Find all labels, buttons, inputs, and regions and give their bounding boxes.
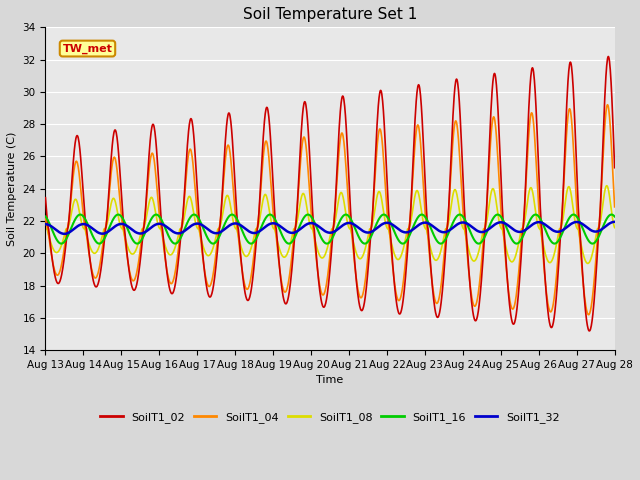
SoilT1_08 (603, 183, 611, 189)
SoilT1_02 (279, 291, 287, 297)
SoilT1_32 (42, 221, 49, 227)
SoilT1_04 (585, 312, 593, 318)
SoilT1_16 (266, 212, 273, 217)
Line: SoilT1_32: SoilT1_32 (45, 222, 614, 234)
SoilT1_08 (417, 207, 425, 213)
SoilT1_16 (168, 239, 176, 244)
SoilT1_32 (279, 226, 287, 231)
SoilT1_08 (265, 204, 273, 210)
SoilT1_32 (418, 220, 426, 226)
SoilT1_08 (167, 252, 175, 258)
SoilT1_04 (42, 215, 49, 220)
SoilT1_16 (42, 214, 49, 219)
SoilT1_04 (560, 177, 568, 183)
SoilT1_16 (280, 235, 287, 241)
SoilT1_16 (561, 224, 569, 230)
SoilT1_32 (561, 226, 568, 232)
SoilT1_32 (511, 228, 519, 234)
Line: SoilT1_04: SoilT1_04 (45, 105, 614, 315)
SoilT1_16 (419, 212, 426, 217)
SoilT1_02 (611, 165, 618, 170)
SoilT1_02 (511, 318, 519, 324)
Y-axis label: Soil Temperature (C): Soil Temperature (C) (7, 132, 17, 246)
Text: TW_met: TW_met (63, 43, 113, 54)
SoilT1_32 (611, 219, 618, 225)
SoilT1_02 (42, 195, 49, 201)
SoilT1_04 (611, 204, 618, 210)
Title: Soil Temperature Set 1: Soil Temperature Set 1 (243, 7, 417, 22)
Line: SoilT1_16: SoilT1_16 (45, 215, 614, 244)
Line: SoilT1_08: SoilT1_08 (45, 186, 614, 264)
Line: SoilT1_02: SoilT1_02 (45, 57, 614, 331)
SoilT1_04 (604, 102, 611, 108)
SoilT1_08 (584, 261, 591, 266)
SoilT1_04 (167, 281, 175, 287)
Legend: SoilT1_02, SoilT1_04, SoilT1_08, SoilT1_16, SoilT1_32: SoilT1_02, SoilT1_04, SoilT1_08, SoilT1_… (96, 408, 564, 427)
SoilT1_04 (265, 154, 273, 159)
SoilT1_32 (61, 231, 68, 237)
SoilT1_16 (611, 214, 618, 219)
SoilT1_08 (279, 253, 287, 259)
SoilT1_16 (58, 241, 65, 247)
SoilT1_02 (417, 103, 425, 109)
SoilT1_08 (511, 255, 519, 261)
X-axis label: Time: Time (316, 375, 344, 385)
SoilT1_32 (168, 228, 175, 234)
SoilT1_02 (265, 114, 273, 120)
SoilT1_32 (266, 221, 273, 227)
SoilT1_04 (511, 300, 519, 306)
SoilT1_02 (560, 168, 568, 173)
SoilT1_16 (512, 240, 520, 246)
SoilT1_08 (42, 225, 49, 231)
SoilT1_04 (417, 151, 425, 157)
SoilT1_04 (279, 284, 287, 290)
SoilT1_02 (604, 54, 612, 60)
SoilT1_16 (76, 212, 84, 217)
SoilT1_02 (167, 290, 175, 296)
SoilT1_02 (586, 328, 593, 334)
SoilT1_08 (560, 208, 568, 214)
SoilT1_08 (611, 225, 618, 230)
